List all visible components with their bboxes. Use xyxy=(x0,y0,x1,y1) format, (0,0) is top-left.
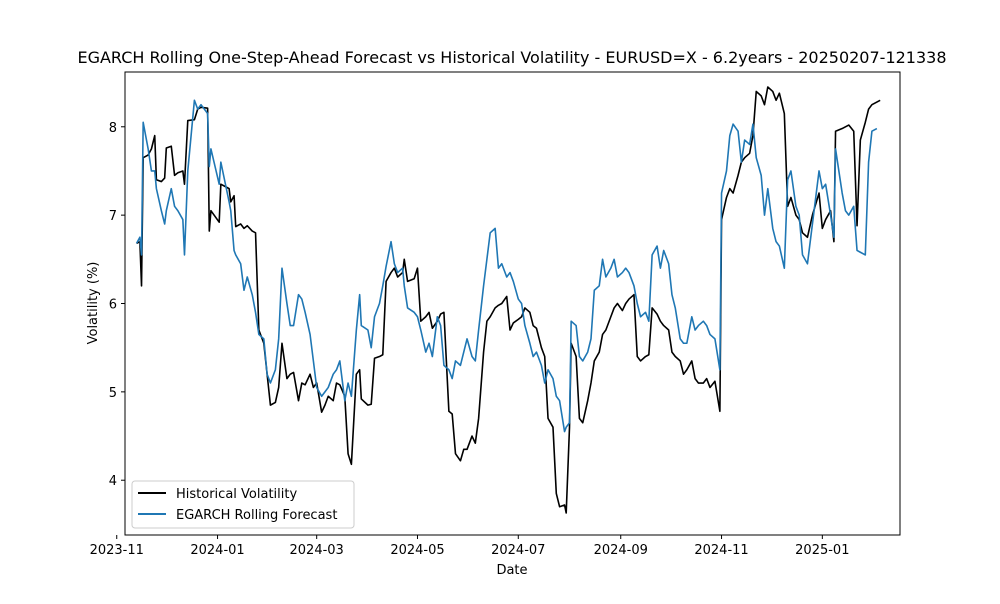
x-axis-ticks: 2023-11 2024-01 2024-03 2024-05 2024-07 2024-… xyxy=(90,535,849,558)
y-tick-label: 7 xyxy=(109,209,117,224)
y-tick-label: 5 xyxy=(109,386,117,401)
legend: Historical Volatility EGARCH Rolling For… xyxy=(131,480,355,529)
series-line-egarch xyxy=(135,99,878,433)
series-lines xyxy=(135,86,881,514)
y-tick-label: 8 xyxy=(109,121,117,136)
y-axis-ticks: 4 5 6 7 8 xyxy=(109,121,125,489)
x-tick-label: 2024-09 xyxy=(594,543,648,558)
x-tick-label: 2023-11 xyxy=(90,543,144,558)
y-axis-label: Volatility (%) xyxy=(86,262,101,345)
x-tick-label: 2024-05 xyxy=(390,543,444,558)
chart-title: EGARCH Rolling One-Step-Ahead Forecast v… xyxy=(77,48,946,67)
x-tick-label: 2024-07 xyxy=(491,543,545,558)
legend-label-egarch: EGARCH Rolling Forecast xyxy=(176,508,337,523)
x-axis-label: Date xyxy=(496,563,527,578)
x-tick-label: 2024-11 xyxy=(694,543,748,558)
x-tick-label: 2024-01 xyxy=(190,543,244,558)
x-tick-label: 2025-01 xyxy=(795,543,849,558)
legend-box xyxy=(131,480,355,529)
legend-label-historical: Historical Volatility xyxy=(176,487,297,502)
y-tick-label: 6 xyxy=(109,298,117,313)
y-tick-label: 4 xyxy=(109,474,117,489)
series-line-historical xyxy=(136,86,881,514)
x-tick-label: 2024-03 xyxy=(290,543,344,558)
